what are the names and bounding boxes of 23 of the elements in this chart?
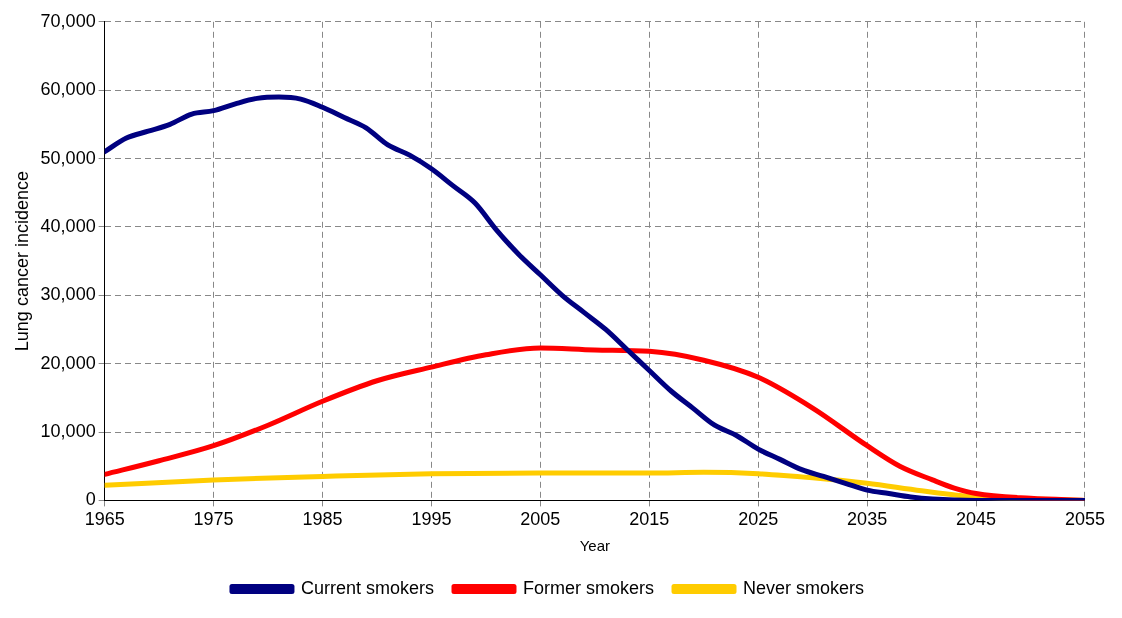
x-tick-label: 2045	[956, 509, 997, 530]
x-tick-label: 1985	[302, 509, 343, 530]
x-tick-label: 2005	[520, 509, 561, 530]
y-tick-label: 40,000	[40, 215, 96, 236]
legend-label: Never smokers	[743, 577, 865, 598]
y-tick-label: 70,000	[40, 10, 96, 31]
legend-label: Former smokers	[523, 577, 655, 598]
y-tick-label: 0	[85, 489, 96, 510]
x-tick-label: 2035	[847, 509, 888, 530]
x-tick-label: 1975	[193, 509, 234, 530]
x-axis-title: Year	[579, 537, 610, 555]
y-tick-label: 30,000	[40, 284, 96, 305]
y-axis-title: Lung cancer incidence	[11, 171, 32, 352]
x-tick-label: 2055	[1064, 509, 1105, 530]
x-tick-label: 1965	[84, 509, 125, 530]
y-tick-label: 60,000	[40, 79, 96, 100]
y-tick-label: 50,000	[40, 147, 96, 168]
x-tick-label: 2025	[738, 509, 779, 530]
y-tick-label: 10,000	[40, 421, 96, 441]
x-tick-label: 2015	[629, 509, 670, 530]
y-tick-label: 20,000	[40, 352, 96, 373]
legend-label: Current smokers	[300, 577, 434, 598]
x-tick-label: 1995	[411, 509, 452, 530]
